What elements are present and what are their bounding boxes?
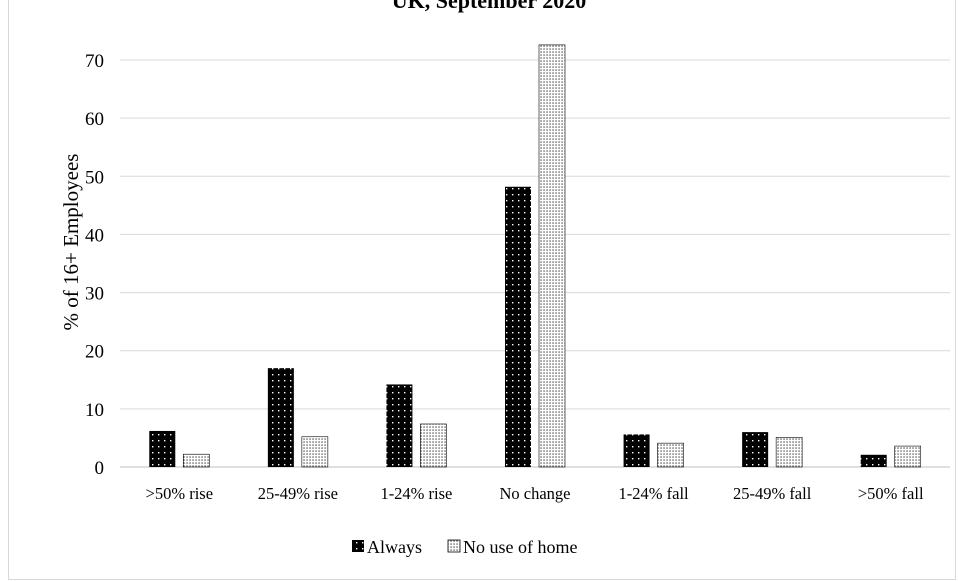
legend: Always No use of home	[352, 537, 577, 557]
category-label: >50% rise	[146, 484, 214, 503]
legend-label: No use of home	[463, 537, 577, 557]
bar-always	[742, 432, 769, 467]
chart-title: UK, September 2020	[392, 0, 587, 13]
bar-always	[623, 434, 650, 467]
y-tick-label: 10	[85, 400, 104, 421]
bar-no-use-of-home	[538, 44, 566, 468]
y-tick-label: 60	[85, 109, 104, 130]
bar-no-use-of-home	[657, 442, 684, 468]
y-tick-label: 0	[95, 458, 105, 479]
bar-always	[267, 368, 294, 467]
category-label: 25-49% rise	[258, 484, 338, 503]
category-label: 1-24% rise	[380, 484, 452, 503]
legend-swatch-always	[352, 540, 364, 552]
y-tick-label: 20	[85, 342, 104, 363]
category-label: >50% fall	[858, 484, 924, 503]
bar-always	[386, 384, 413, 467]
bar-no-use-of-home	[301, 436, 329, 468]
bar-always	[149, 430, 176, 467]
bar-always	[505, 186, 531, 467]
bar-no-use-of-home	[894, 445, 922, 468]
category-label: 25-49% fall	[733, 484, 812, 503]
y-tick-label: 30	[85, 284, 104, 305]
chart-frame	[8, 0, 956, 580]
bar-no-use-of-home	[775, 437, 803, 468]
y-tick-label: 40	[85, 225, 104, 246]
legend-label: Always	[367, 537, 422, 557]
category-label: No change	[499, 484, 570, 503]
y-axis-title: % of 16+ Employees	[59, 154, 83, 331]
y-tick-label: 50	[85, 167, 104, 188]
legend-swatch-no-use-of-home	[447, 539, 461, 553]
y-tick-label: 70	[85, 51, 104, 72]
bar-no-use-of-home	[182, 453, 210, 468]
category-label: 1-24% fall	[619, 484, 690, 503]
category-labels: >50% rise 25-49% rise 1-24% rise No change 1…	[146, 484, 924, 503]
bar-no-use-of-home	[420, 423, 447, 468]
bar-always	[860, 454, 887, 467]
y-tick-labels: 0 10 20 30 40 50 60 70	[85, 51, 104, 479]
grid-layer	[120, 59, 950, 468]
bars-layer	[149, 44, 922, 468]
